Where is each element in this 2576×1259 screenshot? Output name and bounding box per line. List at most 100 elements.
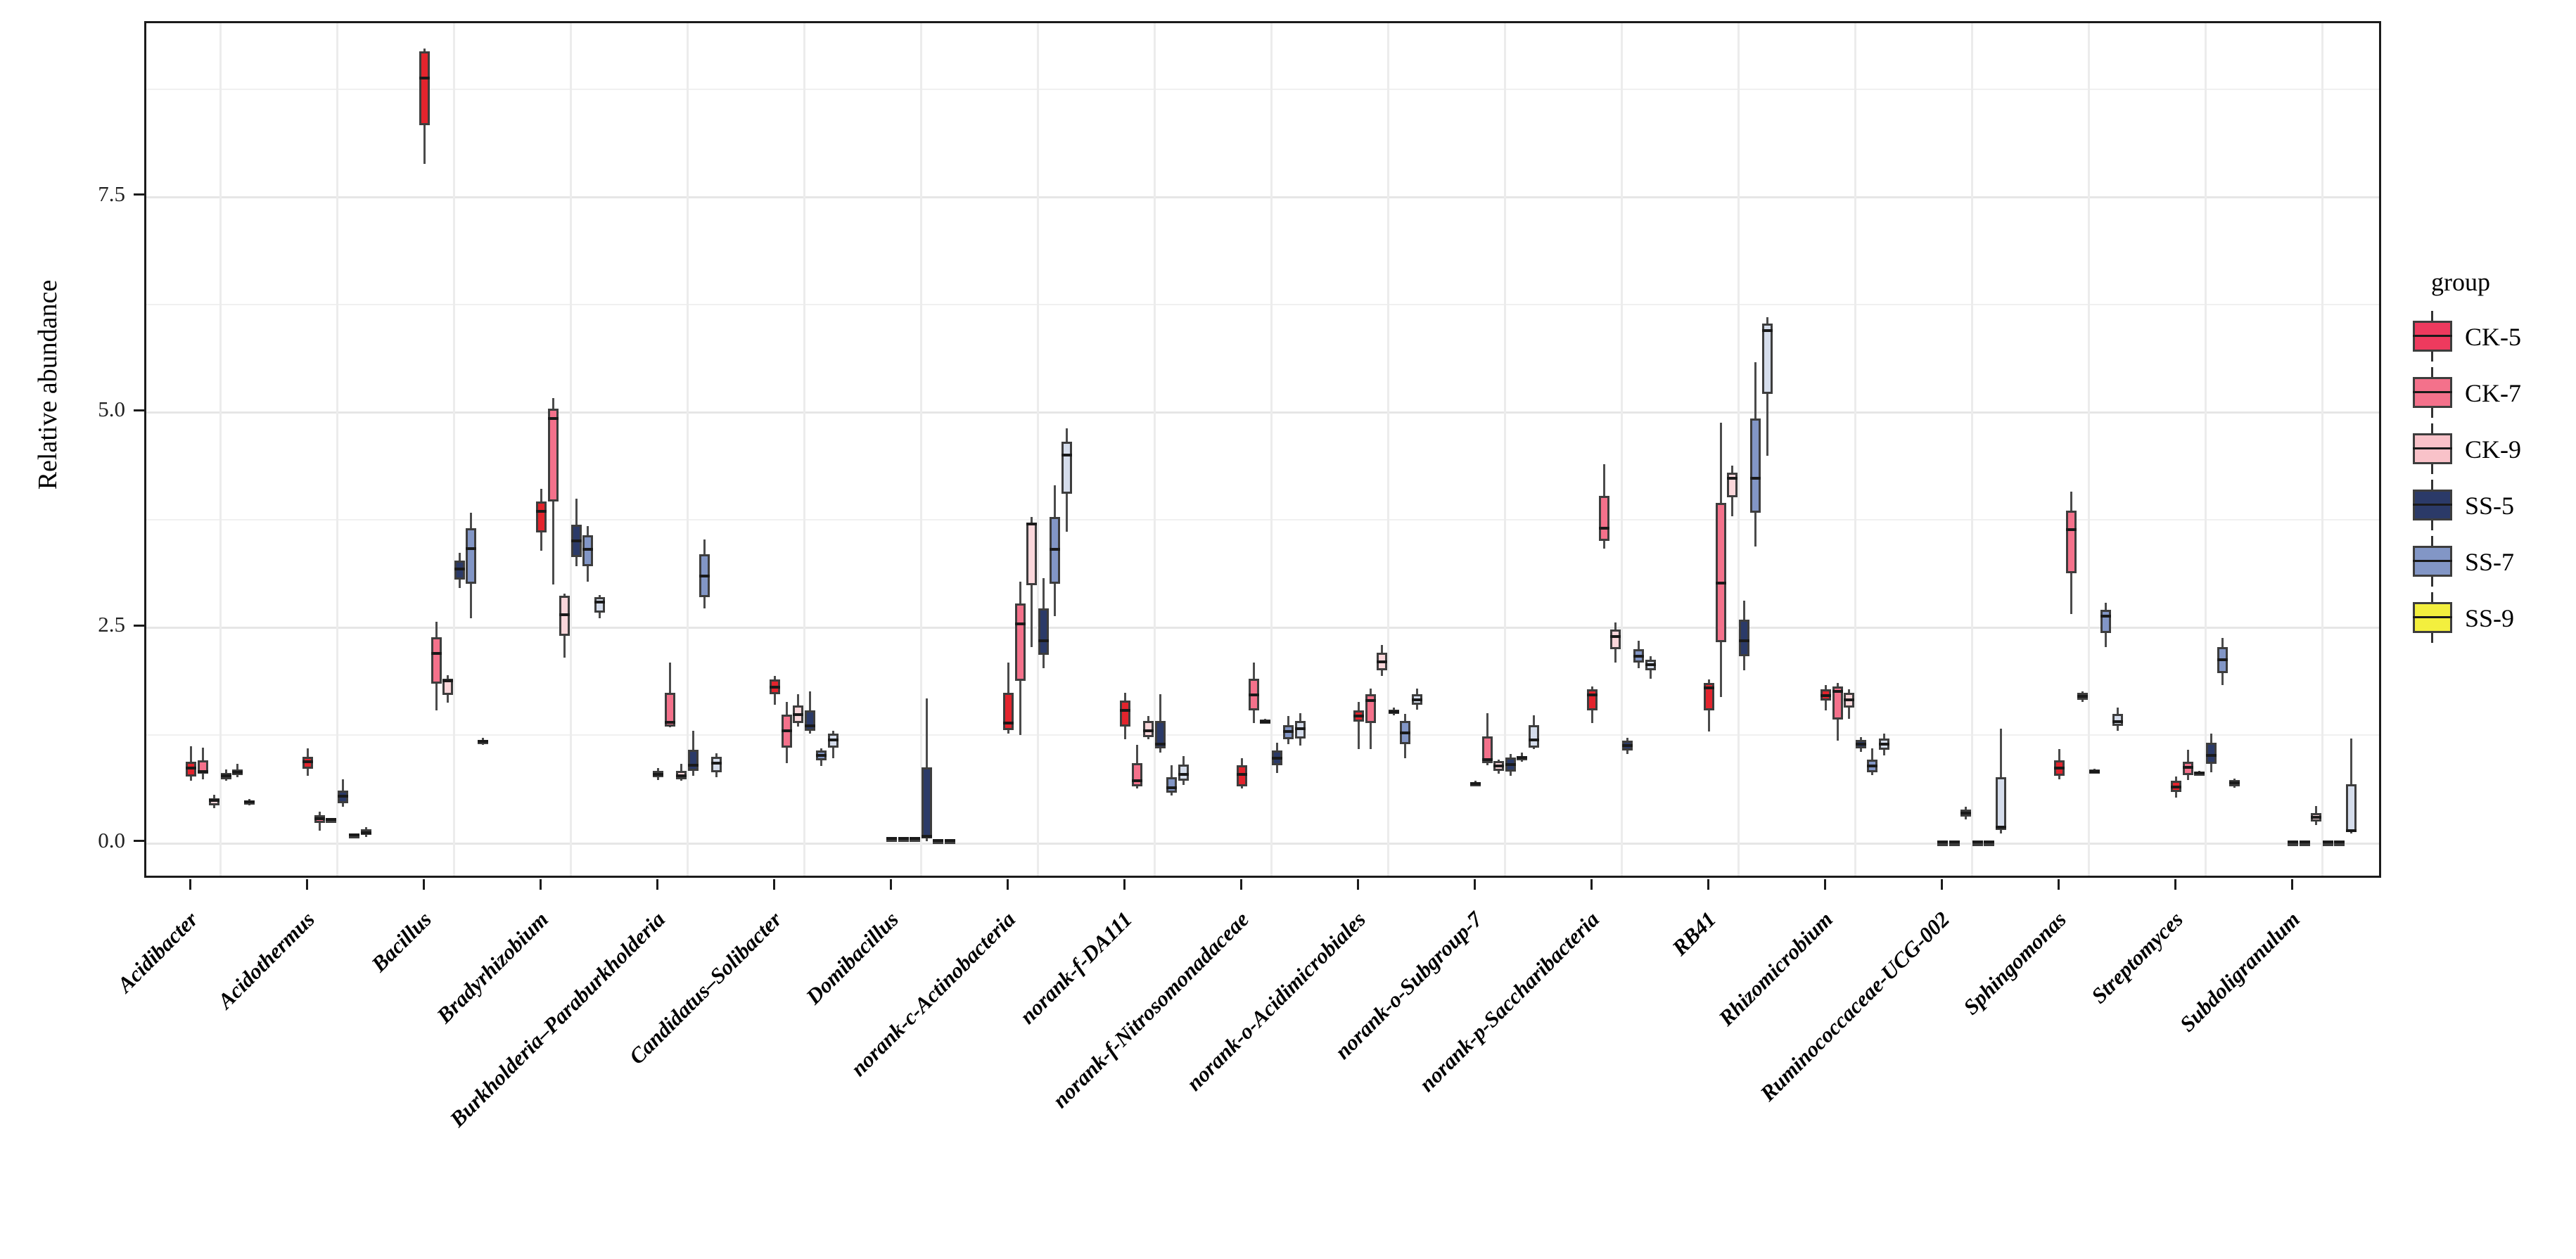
legend-label-CK-9: CK-9 xyxy=(2465,435,2521,464)
median-line xyxy=(781,729,792,733)
median-line xyxy=(337,795,348,798)
category-gridline xyxy=(920,23,922,876)
x-tick-mark xyxy=(1123,879,1126,890)
median-line xyxy=(1738,639,1749,642)
median-line xyxy=(1832,689,1843,693)
category-gridline xyxy=(2088,23,2090,876)
median-line xyxy=(2065,528,2077,531)
median-line xyxy=(2288,841,2298,844)
legend-key-median xyxy=(2413,616,2452,618)
box xyxy=(1610,629,1621,649)
box xyxy=(1131,762,1142,786)
legend-key-CK-7 xyxy=(2410,367,2455,418)
x-tick-mark xyxy=(2057,879,2060,890)
median-line xyxy=(1166,786,1178,790)
median-line xyxy=(466,547,477,550)
median-line xyxy=(664,721,675,724)
box xyxy=(419,51,430,126)
box xyxy=(1143,720,1154,737)
y-tick-mark xyxy=(134,193,144,196)
x-tick-mark xyxy=(772,879,775,890)
category-gridline xyxy=(1971,23,1973,876)
median-line xyxy=(2346,829,2357,833)
median-line xyxy=(1996,826,2006,829)
box xyxy=(1996,777,2006,831)
median-line xyxy=(1937,841,1948,844)
category-gridline xyxy=(219,23,222,876)
legend-key-CK-5 xyxy=(2410,311,2455,362)
legend-label-CK-7: CK-7 xyxy=(2465,379,2521,407)
median-line xyxy=(687,764,699,767)
median-line xyxy=(1038,639,1049,642)
median-line xyxy=(816,753,827,757)
median-line xyxy=(1388,710,1399,714)
median-line xyxy=(2311,815,2322,819)
box xyxy=(431,637,442,684)
median-line xyxy=(1704,686,1714,689)
median-line xyxy=(2182,765,2193,769)
median-line xyxy=(1867,765,1878,768)
median-line xyxy=(653,772,663,776)
box xyxy=(1014,603,1026,682)
median-line xyxy=(804,724,815,727)
median-line xyxy=(454,567,465,570)
legend-label-SS-5: SS-5 xyxy=(2465,492,2515,520)
category-gridline xyxy=(1270,23,1273,876)
box xyxy=(687,750,699,771)
median-line xyxy=(921,834,932,838)
median-line xyxy=(2334,841,2345,844)
median-line xyxy=(898,837,909,841)
category-gridline xyxy=(453,23,455,876)
category-gridline xyxy=(803,23,805,876)
median-line xyxy=(582,547,594,551)
median-line xyxy=(933,838,944,842)
median-line xyxy=(2322,841,2333,844)
category-gridline xyxy=(2321,23,2323,876)
median-line xyxy=(1517,756,1528,760)
legend-entry-CK-9: CK-9 xyxy=(2397,423,2573,480)
legend-key-SS-7 xyxy=(2410,536,2455,587)
box xyxy=(1166,777,1178,793)
legend-key-median xyxy=(2413,504,2452,506)
median-line xyxy=(431,652,442,655)
box xyxy=(1727,472,1738,498)
median-line xyxy=(536,509,547,513)
box xyxy=(1481,736,1493,763)
median-line xyxy=(1750,477,1761,480)
median-line xyxy=(1762,328,1773,332)
median-line xyxy=(361,831,371,834)
median-line xyxy=(770,685,780,689)
y-tick-mark xyxy=(134,409,144,411)
median-line xyxy=(1645,663,1656,666)
median-line xyxy=(547,416,559,420)
box xyxy=(1715,502,1726,643)
category-gridline xyxy=(570,23,572,876)
category-gridline xyxy=(1154,23,1156,876)
median-line xyxy=(2205,753,2217,757)
median-line xyxy=(2229,781,2240,784)
median-line xyxy=(1610,634,1621,638)
y-tick-label: 0.0 xyxy=(98,827,125,852)
minor-gridline xyxy=(146,303,2379,305)
box xyxy=(1598,495,1609,541)
median-line xyxy=(1844,698,1855,702)
box xyxy=(1026,522,1038,586)
x-tick-mark xyxy=(1356,879,1359,890)
box xyxy=(466,528,477,584)
median-line xyxy=(1727,477,1738,480)
median-line xyxy=(1353,715,1364,718)
legend-label-SS-9: SS-9 xyxy=(2465,604,2515,632)
median-line xyxy=(209,799,220,803)
category-gridline xyxy=(2205,23,2207,876)
x-tick-mark xyxy=(656,879,658,890)
median-line xyxy=(244,800,255,803)
major-gridline xyxy=(146,627,2379,630)
median-line xyxy=(1633,654,1645,658)
x-tick-mark xyxy=(422,879,425,890)
median-line xyxy=(1154,742,1166,746)
median-line xyxy=(1493,765,1505,768)
legend-label-CK-5: CK-5 xyxy=(2465,323,2521,351)
median-line xyxy=(232,771,243,774)
median-line xyxy=(2194,772,2205,775)
median-line xyxy=(570,539,582,542)
